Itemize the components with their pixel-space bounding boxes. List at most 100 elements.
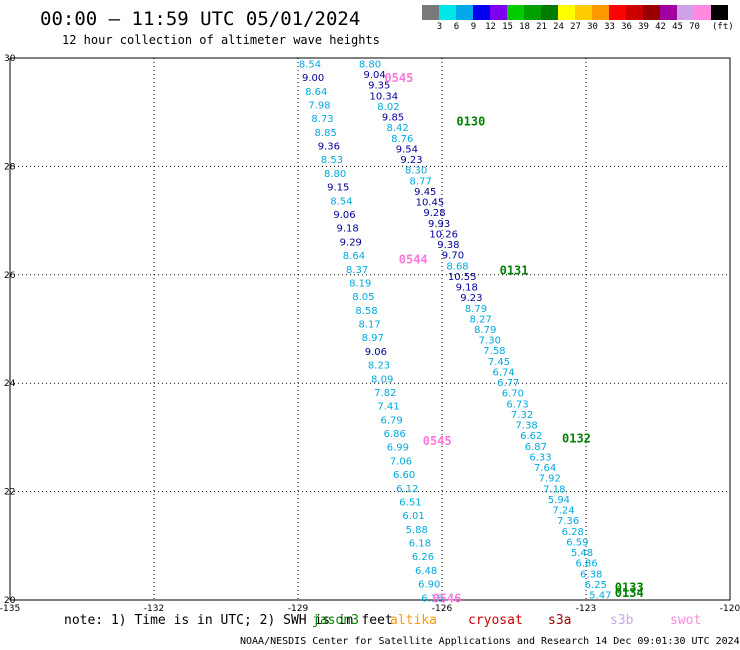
scale-swatch <box>643 5 660 20</box>
scale-swatch <box>575 5 592 20</box>
scale-label: 24 <box>553 22 564 32</box>
scale-label: 9 <box>470 22 477 32</box>
satellite-legend-cryosat: cryosat <box>468 613 523 628</box>
scale-label: 39 <box>638 22 649 32</box>
wave-height-label: 6.99 <box>387 443 409 454</box>
wave-height-label: 6.86 <box>384 429 406 440</box>
wave-height-label: 5.94 <box>548 495 570 506</box>
wave-height-label: 6.74 <box>492 367 514 378</box>
wave-height-label: 7.38 <box>516 421 538 432</box>
wave-height-label: 6.86 <box>575 559 597 570</box>
wave-height-label: 9.06 <box>365 347 387 358</box>
scale-label: 18 <box>519 22 530 32</box>
scale-label: 12 <box>485 22 496 32</box>
wave-height-label: 8.23 <box>368 361 390 372</box>
wave-height-label: 6.38 <box>580 569 602 580</box>
scale-swatch <box>507 5 524 20</box>
satellite-legend-jason3: jason3 <box>312 613 359 628</box>
wave-height-label: 8.68 <box>446 261 468 272</box>
wave-height-label: 8.64 <box>343 251 365 262</box>
wave-height-label: 9.18 <box>337 224 359 235</box>
wave-height-label: 8.97 <box>362 333 384 344</box>
wave-height-label: 10.34 <box>370 91 399 102</box>
wave-height-label: 8.58 <box>355 306 377 317</box>
wave-height-label: 6.26 <box>412 552 434 563</box>
scale-swatch <box>439 5 456 20</box>
wave-height-label: 8.37 <box>346 265 368 276</box>
wave-height-label: 6.28 <box>562 527 584 538</box>
wave-height-label: 6.77 <box>497 378 519 389</box>
wave-height-label: 10.55 <box>448 272 477 283</box>
scale-swatch <box>694 5 711 20</box>
wave-height-label: 9.00 <box>302 73 324 84</box>
wave-height-label: 6.60 <box>393 470 415 481</box>
note-text: note: 1) Time is in UTC; 2) SWH is in fe… <box>64 613 393 628</box>
wave-height-label: 6.79 <box>380 415 402 426</box>
wave-height-label: 8.64 <box>305 87 327 98</box>
color-scale-labels: 3 6 9 12 15 18 21 24 27 30 33 36 39 42 45 70 <box>422 22 740 34</box>
wave-height-label: 9.28 <box>423 208 445 219</box>
scale-label: 27 <box>570 22 581 32</box>
wave-height-label: 6.87 <box>525 442 547 453</box>
wave-height-label: 8.79 <box>465 304 487 315</box>
pass-time-label: 0545 <box>423 434 452 448</box>
wave-height-label: 9.15 <box>327 183 349 194</box>
lat-tick-label: 28 <box>4 162 16 172</box>
lat-tick-label: 26 <box>4 271 16 281</box>
wave-height-label: 7.98 <box>308 100 330 111</box>
wave-height-label: 6.62 <box>520 431 542 442</box>
wave-height-label: 6.18 <box>409 539 431 550</box>
wave-height-label: 6.01 <box>402 511 424 522</box>
color-scale <box>422 5 728 20</box>
wave-height-label: 5.47 <box>589 591 611 602</box>
lon-tick-label: -120 <box>720 604 740 614</box>
scale-swatch <box>490 5 507 20</box>
scale-label: 36 <box>621 22 632 32</box>
wave-height-label: 8.79 <box>474 325 496 336</box>
wave-height-label: 7.58 <box>483 346 505 357</box>
lat-tick-label: 20 <box>4 596 16 606</box>
lon-tick-label: -132 <box>144 604 164 614</box>
wave-height-label: 6.51 <box>399 497 421 508</box>
wave-height-label: 6.59 <box>566 537 588 548</box>
wave-height-label: 8.76 <box>391 134 413 145</box>
pass-time-label: 0130 <box>456 114 485 128</box>
wave-height-label: 8.54 <box>299 59 321 70</box>
wave-height-label: 5.88 <box>406 525 428 536</box>
wave-height-label: 7.36 <box>557 516 579 527</box>
satellite-legend-swot: swot <box>670 613 702 628</box>
wave-height-label: 6.73 <box>506 399 528 410</box>
scale-label: 33 <box>604 22 615 32</box>
wave-height-label: 8.30 <box>405 166 427 177</box>
wave-height-label: 8.85 <box>315 128 337 139</box>
wave-height-label: 7.41 <box>377 402 399 413</box>
wave-height-label: 9.18 <box>456 283 478 294</box>
wave-height-label: 5.48 <box>571 548 593 559</box>
scale-label: 30 <box>587 22 598 32</box>
wave-height-label: 7.18 <box>543 484 565 495</box>
scale-swatch <box>456 5 473 20</box>
wave-height-label: 9.23 <box>460 293 482 304</box>
scale-label: 6 <box>453 22 460 32</box>
scale-label: 42 <box>655 22 666 32</box>
lon-tick-label: -135 <box>0 604 20 614</box>
scale-swatch <box>473 5 490 20</box>
footer-credit: NOAA/NESDIS Center for Satellite Applica… <box>240 636 740 647</box>
scale-swatch <box>541 5 558 20</box>
wave-height-label: 8.02 <box>377 102 399 113</box>
wave-height-label: 6.90 <box>418 580 440 591</box>
wave-height-label: 9.06 <box>333 210 355 221</box>
pass-time-label: 0132 <box>562 431 591 445</box>
wave-height-label: 9.29 <box>340 237 362 248</box>
wave-height-label: 7.64 <box>534 463 556 474</box>
wave-height-label: 6.18 <box>421 593 443 604</box>
wave-height-label: 6.25 <box>585 580 607 591</box>
pass-time-label: 0131 <box>500 263 529 277</box>
scale-swatch <box>592 5 609 20</box>
scale-label: 21 <box>536 22 547 32</box>
wave-height-label: 8.80 <box>324 169 346 180</box>
wave-height-label: 7.06 <box>390 456 412 467</box>
wave-height-label: 8.73 <box>311 114 333 125</box>
wave-height-label: 8.09 <box>371 374 393 385</box>
